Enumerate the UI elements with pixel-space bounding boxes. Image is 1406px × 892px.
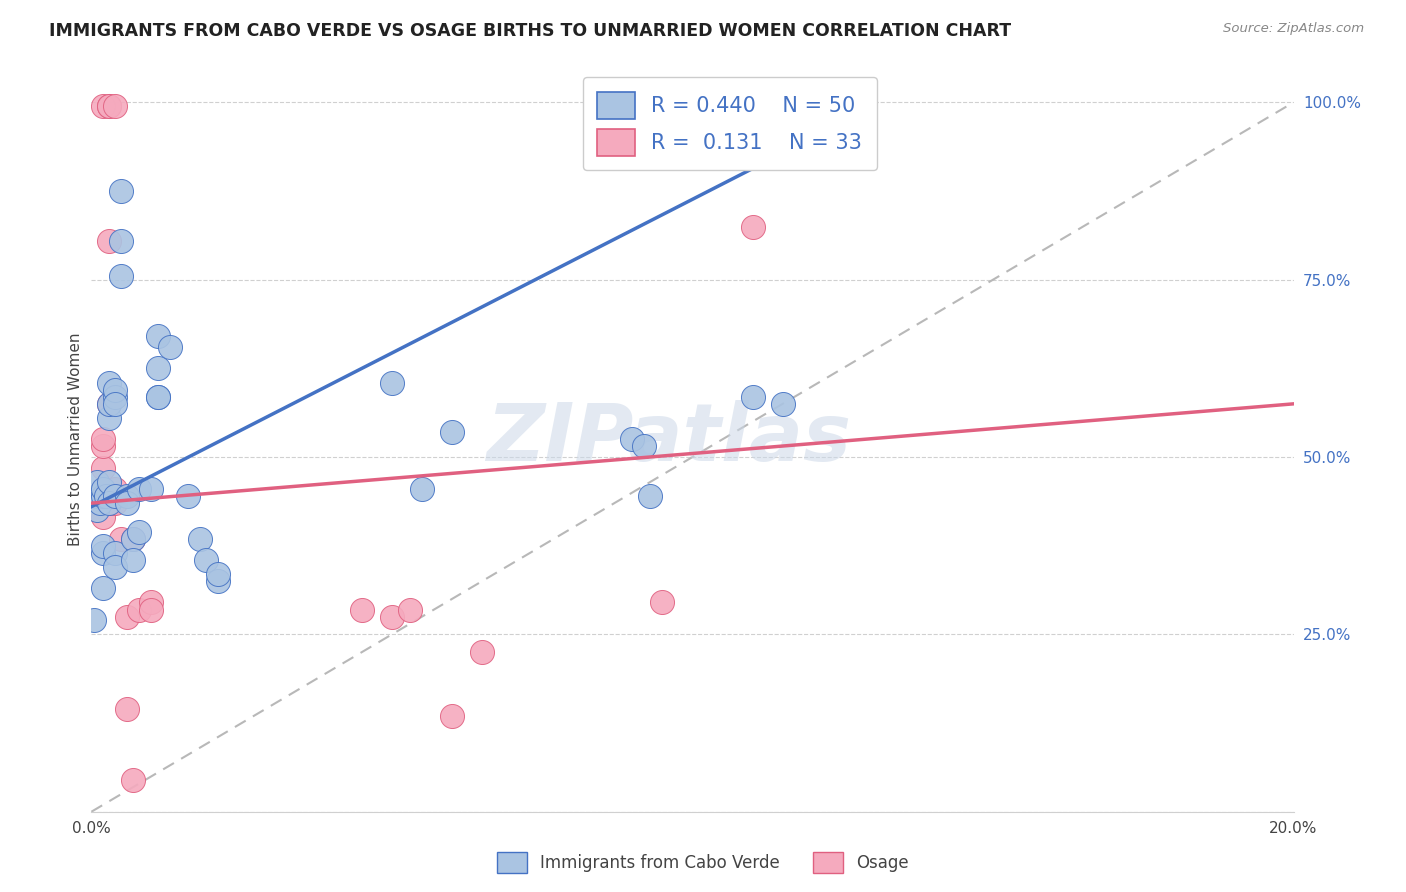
Point xyxy=(141,482,163,496)
Point xyxy=(93,460,115,475)
Legend: R = 0.440    N = 50, R =  0.131    N = 33: R = 0.440 N = 50, R = 0.131 N = 33 xyxy=(582,78,877,170)
Point xyxy=(96,489,118,503)
Point xyxy=(122,553,145,567)
Point xyxy=(117,702,139,716)
Point xyxy=(98,376,121,390)
Point xyxy=(122,772,145,787)
Point xyxy=(83,613,105,627)
Point xyxy=(110,234,132,248)
Point xyxy=(104,397,127,411)
Point xyxy=(159,340,181,354)
Point xyxy=(117,609,139,624)
Point xyxy=(146,361,169,376)
Point xyxy=(651,595,673,609)
Point xyxy=(381,376,404,390)
Point xyxy=(117,489,139,503)
Point xyxy=(93,482,115,496)
Point xyxy=(98,234,121,248)
Point xyxy=(93,482,115,496)
Point xyxy=(141,602,163,616)
Point xyxy=(207,574,229,589)
Point xyxy=(104,482,127,496)
Point xyxy=(194,553,217,567)
Point xyxy=(128,602,150,616)
Point xyxy=(104,489,127,503)
Point xyxy=(128,524,150,539)
Point xyxy=(93,433,115,447)
Point xyxy=(621,433,644,447)
Point xyxy=(93,582,115,596)
Point xyxy=(86,489,108,503)
Point xyxy=(117,496,139,510)
Legend: Immigrants from Cabo Verde, Osage: Immigrants from Cabo Verde, Osage xyxy=(491,846,915,880)
Point xyxy=(93,489,115,503)
Point xyxy=(101,496,124,510)
Point xyxy=(110,532,132,546)
Point xyxy=(440,425,463,440)
Point xyxy=(188,532,211,546)
Point xyxy=(98,397,121,411)
Point xyxy=(741,390,763,404)
Text: IMMIGRANTS FROM CABO VERDE VS OSAGE BIRTHS TO UNMARRIED WOMEN CORRELATION CHART: IMMIGRANTS FROM CABO VERDE VS OSAGE BIRT… xyxy=(49,22,1011,40)
Point xyxy=(89,496,111,510)
Point xyxy=(89,496,111,510)
Point xyxy=(640,489,662,503)
Point xyxy=(93,539,115,553)
Point xyxy=(350,602,373,616)
Point xyxy=(741,219,763,234)
Point xyxy=(93,439,115,453)
Point xyxy=(98,496,121,510)
Point xyxy=(98,411,121,425)
Point xyxy=(93,546,115,560)
Point xyxy=(104,383,127,397)
Point xyxy=(104,496,127,510)
Point xyxy=(176,489,198,503)
Point xyxy=(633,439,655,453)
Point xyxy=(98,475,121,489)
Point xyxy=(471,645,494,659)
Point xyxy=(104,489,127,503)
Point xyxy=(146,390,169,404)
Point xyxy=(122,532,145,546)
Text: Source: ZipAtlas.com: Source: ZipAtlas.com xyxy=(1223,22,1364,36)
Y-axis label: Births to Unmarried Women: Births to Unmarried Women xyxy=(67,333,83,546)
Point xyxy=(86,475,108,489)
Point xyxy=(128,482,150,496)
Text: ZIPatlas: ZIPatlas xyxy=(486,401,851,478)
Point xyxy=(411,482,433,496)
Point xyxy=(381,609,404,624)
Point xyxy=(98,397,121,411)
Point xyxy=(98,99,121,113)
Point xyxy=(104,390,127,404)
Point xyxy=(104,546,127,560)
Point xyxy=(146,329,169,343)
Point xyxy=(110,269,132,284)
Point xyxy=(772,397,794,411)
Point xyxy=(104,560,127,574)
Point xyxy=(207,567,229,582)
Point xyxy=(141,595,163,609)
Point xyxy=(399,602,422,616)
Point xyxy=(93,510,115,524)
Point xyxy=(104,99,127,113)
Point xyxy=(93,99,115,113)
Point xyxy=(440,709,463,723)
Point xyxy=(146,390,169,404)
Point xyxy=(110,184,132,198)
Point xyxy=(86,503,108,517)
Point xyxy=(86,489,108,503)
Point xyxy=(122,532,145,546)
Point xyxy=(93,489,115,503)
Point xyxy=(98,99,121,113)
